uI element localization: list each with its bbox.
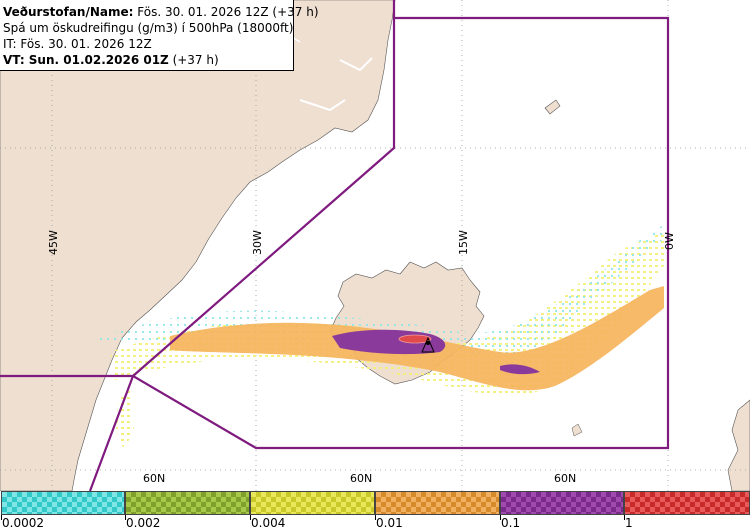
lat-label-60n-west: 60N xyxy=(143,472,165,485)
initial-time: IT: Fös. 30. 01. 2026 12Z xyxy=(3,37,152,51)
fir-boundary-west xyxy=(0,374,135,491)
issuer-label: Veðurstofan/Name: xyxy=(3,5,134,19)
concentration-legend: 0.0002 0.002 0.004 0.01 0.1 1 xyxy=(0,491,750,532)
product-description: Spá um öskudreifingu (g/m3) í 500hPa (18… xyxy=(3,21,294,35)
legend-tick-label: 0.01 xyxy=(376,516,403,530)
valid-time-line: VT: Sun. 01.02.2026 01Z (+37 h) xyxy=(3,52,293,68)
legend-tick-label: 0.004 xyxy=(251,516,286,530)
legend-bin-5 xyxy=(500,491,624,515)
lon-label-30w: 30W xyxy=(251,230,264,255)
legend-bin-3 xyxy=(250,491,375,515)
legend-tick-label: 0.1 xyxy=(501,516,521,530)
legend-bin-4 xyxy=(375,491,500,515)
forecast-info-box: Veðurstofan/Name: Fös. 30. 01. 2026 12Z … xyxy=(0,0,319,71)
legend-bin-1 xyxy=(1,491,125,515)
legend-tick-mark xyxy=(500,515,501,520)
greenland-landmass xyxy=(0,0,396,491)
issue-time: Fös. 30. 01. 2026 12Z (+37 h) xyxy=(133,5,319,19)
ash-plume-tail xyxy=(116,390,134,450)
lon-label-0w: 0W xyxy=(663,232,676,250)
legend-tick-label: 1 xyxy=(625,516,633,530)
ash-plume-red-core xyxy=(398,334,432,344)
volcano-marker-icon xyxy=(421,336,435,353)
faroe-islands xyxy=(571,423,583,437)
norway-coast xyxy=(727,399,750,491)
jan-mayen-island xyxy=(544,99,561,115)
issuer-line: Veðurstofan/Name: Fös. 30. 01. 2026 12Z … xyxy=(3,4,319,20)
valid-time-offset: (+37 h) xyxy=(168,53,219,67)
valid-time: VT: Sun. 01.02.2026 01Z xyxy=(3,53,169,67)
fjord xyxy=(339,57,373,72)
ash-dispersion-map: 45W 30W 15W 0W 60N 60N 60N xyxy=(0,0,750,491)
legend-tick-mark xyxy=(375,515,376,520)
legend-tick-mark xyxy=(125,515,126,520)
lat-label-60n-center: 60N xyxy=(350,472,372,485)
lon-label-45w: 45W xyxy=(47,230,60,255)
fir-boundary xyxy=(131,0,670,450)
ash-plume-cyan xyxy=(95,222,668,356)
legend-bin-2 xyxy=(125,491,250,515)
fjord xyxy=(299,99,346,112)
lat-label-60n-east: 60N xyxy=(554,472,576,485)
legend-tick-mark xyxy=(624,515,625,520)
legend-tick-mark xyxy=(1,515,2,520)
legend-tick-label: 0.002 xyxy=(126,516,161,530)
lon-label-15w: 15W xyxy=(457,230,470,255)
volcano-vent-icon xyxy=(426,341,430,345)
ash-plume-purple-east xyxy=(500,364,540,375)
legend-tick-label: 0.0002 xyxy=(2,516,44,530)
legend-tick-mark xyxy=(250,515,251,520)
legend-bin-6 xyxy=(624,491,750,515)
